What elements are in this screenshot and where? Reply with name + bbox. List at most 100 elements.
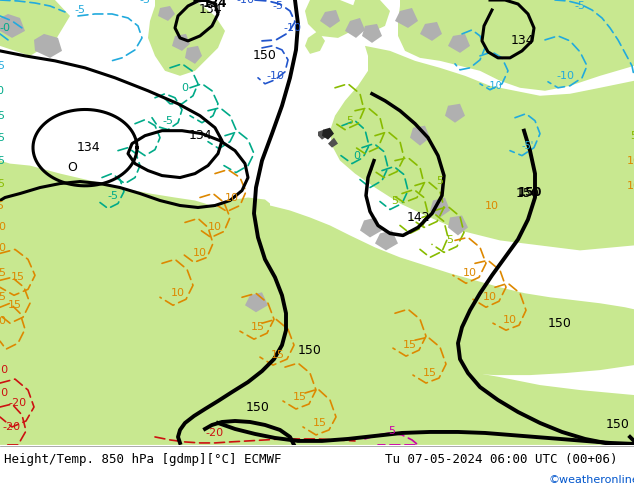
Polygon shape xyxy=(185,46,202,64)
Text: -5: -5 xyxy=(162,116,174,126)
Text: O: O xyxy=(67,161,77,174)
Polygon shape xyxy=(205,197,634,375)
Text: 15: 15 xyxy=(271,350,285,360)
Polygon shape xyxy=(430,197,450,218)
Polygon shape xyxy=(34,34,62,58)
Text: -0: -0 xyxy=(0,23,11,33)
Polygon shape xyxy=(245,293,268,312)
Text: 5: 5 xyxy=(446,235,453,245)
Polygon shape xyxy=(395,8,418,28)
Text: 134: 134 xyxy=(510,34,534,48)
Text: ©weatheronline.co.uk: ©weatheronline.co.uk xyxy=(548,475,634,485)
Text: 10: 10 xyxy=(627,180,634,191)
Polygon shape xyxy=(322,128,334,140)
Text: -5: -5 xyxy=(0,156,6,166)
Polygon shape xyxy=(448,34,470,53)
Text: -10: -10 xyxy=(266,71,284,81)
Text: 10: 10 xyxy=(171,288,185,298)
Text: -5: -5 xyxy=(273,1,283,11)
Text: -10: -10 xyxy=(486,81,502,91)
Text: -5: -5 xyxy=(0,178,6,189)
Text: -20: -20 xyxy=(206,428,224,438)
Text: -20: -20 xyxy=(3,422,21,432)
Polygon shape xyxy=(375,230,398,250)
Polygon shape xyxy=(318,130,328,140)
Text: -5: -5 xyxy=(139,0,150,5)
Text: 15: 15 xyxy=(0,269,7,278)
Polygon shape xyxy=(420,22,442,41)
Text: 10: 10 xyxy=(627,156,634,166)
Text: 15: 15 xyxy=(251,322,265,332)
Text: 5: 5 xyxy=(389,426,396,436)
Text: -20: -20 xyxy=(0,388,9,398)
Text: 10: 10 xyxy=(0,222,7,232)
Text: 15: 15 xyxy=(8,300,22,310)
Text: -5: -5 xyxy=(0,61,6,71)
Polygon shape xyxy=(360,218,382,238)
Text: 10: 10 xyxy=(483,292,497,302)
Text: 10: 10 xyxy=(503,315,517,325)
Text: 134: 134 xyxy=(203,0,227,10)
Text: 10: 10 xyxy=(463,269,477,278)
Text: 134: 134 xyxy=(76,141,100,154)
Text: 10: 10 xyxy=(485,200,499,211)
Text: 150: 150 xyxy=(246,400,270,414)
Polygon shape xyxy=(165,419,178,431)
Polygon shape xyxy=(320,10,340,28)
Text: -5: -5 xyxy=(0,111,6,121)
Text: -10: -10 xyxy=(556,71,574,81)
Text: 5: 5 xyxy=(436,175,444,186)
Polygon shape xyxy=(0,14,25,38)
Polygon shape xyxy=(328,138,338,147)
Polygon shape xyxy=(410,126,430,146)
Text: 10: 10 xyxy=(208,222,222,232)
Polygon shape xyxy=(158,6,175,21)
Text: 15: 15 xyxy=(0,292,7,302)
Text: 10: 10 xyxy=(193,248,207,258)
Polygon shape xyxy=(445,104,465,122)
Text: 150: 150 xyxy=(518,186,542,198)
Polygon shape xyxy=(0,161,634,445)
Text: 5: 5 xyxy=(392,196,399,205)
Text: 134: 134 xyxy=(198,3,222,17)
Text: 142: 142 xyxy=(406,211,430,224)
Text: -20: -20 xyxy=(9,398,27,408)
Text: 0: 0 xyxy=(181,83,188,93)
Text: 10: 10 xyxy=(0,316,7,326)
Polygon shape xyxy=(362,24,382,43)
Polygon shape xyxy=(398,0,634,91)
Text: -20: -20 xyxy=(0,365,9,375)
Text: 150: 150 xyxy=(253,49,277,62)
Text: -10: -10 xyxy=(283,23,301,33)
Text: 15: 15 xyxy=(423,368,437,378)
Text: 0: 0 xyxy=(0,86,4,96)
Polygon shape xyxy=(305,31,325,54)
Text: 10: 10 xyxy=(0,244,7,253)
Polygon shape xyxy=(345,18,365,38)
Text: 5: 5 xyxy=(630,131,634,141)
Text: 15: 15 xyxy=(313,418,327,428)
Text: -5: -5 xyxy=(574,1,586,11)
Polygon shape xyxy=(352,0,390,32)
Text: 15: 15 xyxy=(11,272,25,282)
Text: 15: 15 xyxy=(293,392,307,402)
Text: 0: 0 xyxy=(354,150,361,161)
Text: Tu 07-05-2024 06:00 UTC (00+06): Tu 07-05-2024 06:00 UTC (00+06) xyxy=(385,453,618,466)
Text: -5: -5 xyxy=(108,191,119,200)
Text: 150: 150 xyxy=(548,317,572,330)
Text: 5: 5 xyxy=(0,200,4,211)
Text: -5: -5 xyxy=(0,133,6,143)
Text: -10: -10 xyxy=(236,0,254,5)
Text: 134: 134 xyxy=(188,129,212,142)
Text: 10: 10 xyxy=(225,193,239,202)
Text: 15: 15 xyxy=(403,340,417,350)
Polygon shape xyxy=(0,0,70,56)
Polygon shape xyxy=(330,46,634,250)
Polygon shape xyxy=(148,0,225,76)
Text: -5: -5 xyxy=(75,5,86,15)
Text: 150: 150 xyxy=(298,343,322,357)
Text: 150: 150 xyxy=(516,187,540,200)
Polygon shape xyxy=(158,0,185,21)
Text: 150: 150 xyxy=(606,418,630,432)
Text: -5': -5' xyxy=(522,141,534,150)
